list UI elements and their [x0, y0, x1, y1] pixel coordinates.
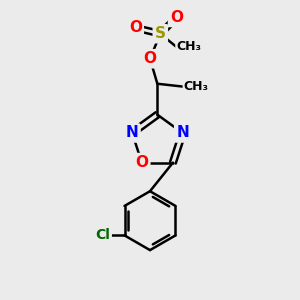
Text: N: N	[176, 125, 189, 140]
Text: O: O	[135, 155, 148, 170]
Text: Cl: Cl	[95, 228, 110, 242]
Text: CH₃: CH₃	[184, 80, 209, 93]
Text: CH₃: CH₃	[176, 40, 202, 53]
Text: N: N	[126, 125, 139, 140]
Text: S: S	[155, 26, 166, 41]
Text: O: O	[170, 10, 183, 25]
Text: O: O	[143, 51, 157, 66]
Text: O: O	[129, 20, 142, 35]
